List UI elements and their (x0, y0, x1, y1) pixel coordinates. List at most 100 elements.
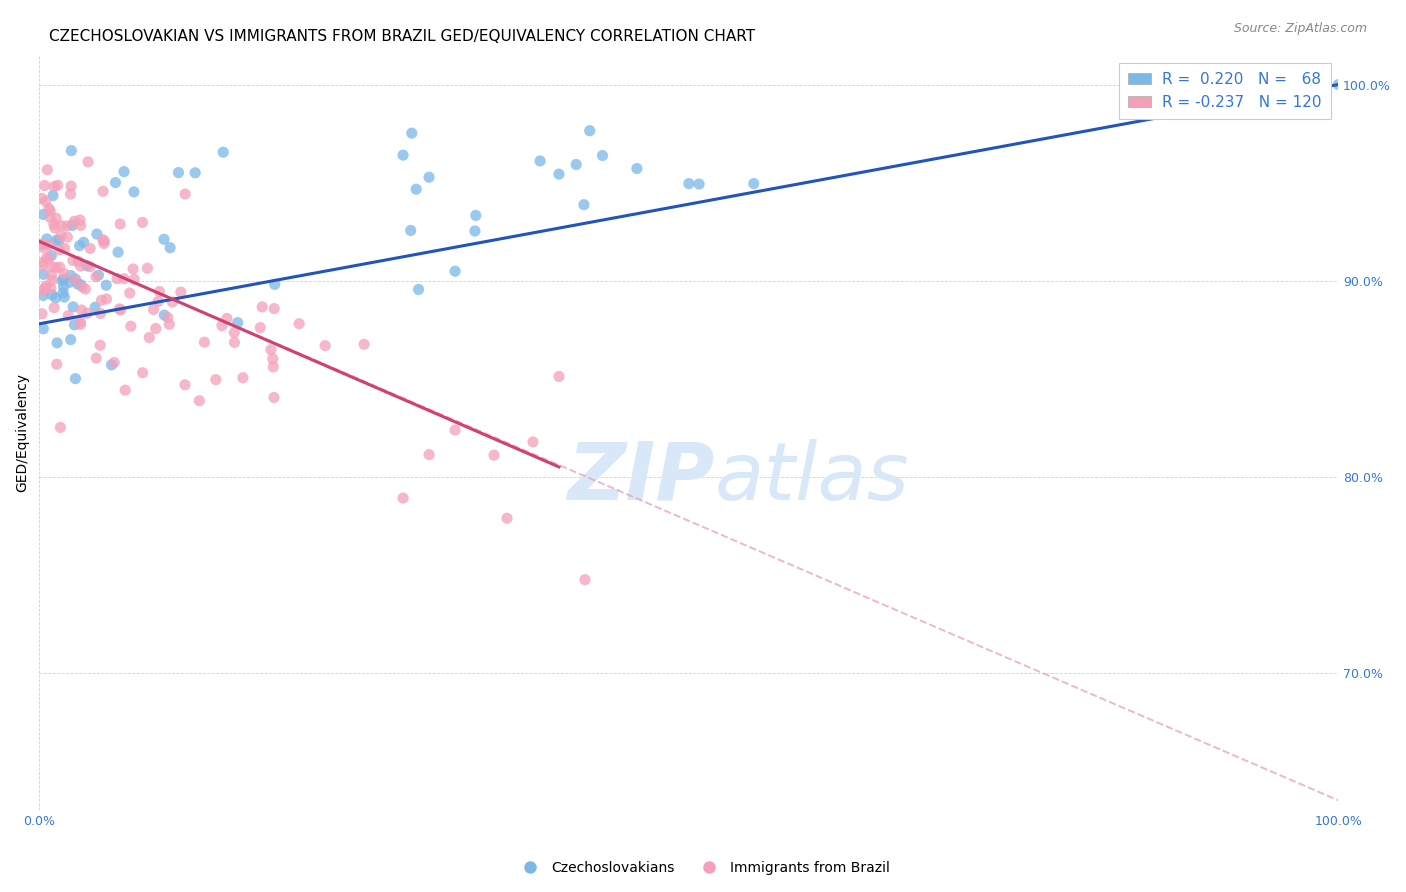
Point (112, 271, 135, 285)
Point (263, 301, 285, 316)
Point (122, 272, 145, 286)
Point (41, 260, 63, 274)
Point (96, 278, 118, 293)
Point (51, 274, 73, 288)
Point (464, 209, 486, 223)
Point (46, 178, 69, 193)
Point (167, 165, 190, 179)
Point (34, 281, 56, 295)
Point (224, 326, 246, 340)
Point (58, 276, 80, 290)
Point (32, 207, 55, 221)
Point (35, 251, 58, 265)
Point (38, 252, 60, 266)
Point (67, 254, 90, 268)
Point (70, 280, 93, 294)
Text: Source: ZipAtlas.com: Source: ZipAtlas.com (1233, 22, 1367, 36)
Point (392, 148, 415, 162)
Point (45, 233, 67, 247)
Point (65, 371, 87, 385)
Legend: R =  0.220   N =   68, R = -0.237   N = 120: R = 0.220 N = 68, R = -0.237 N = 120 (1119, 62, 1330, 119)
Point (678, 177, 700, 191)
Point (1327, 78, 1350, 92)
Point (482, 448, 505, 462)
Point (529, 153, 551, 168)
Point (742, 177, 765, 191)
Point (55, 219, 77, 233)
Point (31, 191, 53, 205)
Point (118, 286, 141, 301)
Point (37, 162, 59, 177)
Point (72, 235, 94, 250)
Point (174, 187, 197, 202)
Point (93, 234, 115, 248)
Point (193, 335, 215, 350)
Y-axis label: GED/Equivalency: GED/Equivalency (15, 373, 30, 492)
Point (75, 282, 97, 296)
Point (42, 217, 65, 231)
Point (39, 204, 62, 219)
Point (91, 184, 114, 198)
Point (136, 261, 159, 276)
Point (105, 271, 128, 285)
Point (548, 167, 571, 181)
Text: ZIP: ZIP (568, 439, 714, 516)
Point (51, 219, 73, 233)
Point (52, 272, 75, 286)
Point (32, 241, 55, 255)
Point (496, 511, 519, 525)
Point (626, 161, 648, 176)
Point (45, 357, 67, 371)
Point (418, 170, 440, 185)
Point (464, 224, 486, 238)
Point (60, 144, 83, 158)
Point (156, 310, 179, 325)
Point (76, 306, 98, 320)
Point (260, 343, 283, 357)
Point (63, 273, 86, 287)
Point (215, 311, 238, 326)
Point (263, 277, 285, 292)
Point (76, 259, 98, 273)
Point (48, 243, 70, 257)
Point (39, 211, 62, 225)
Point (48, 233, 70, 247)
Point (41, 268, 63, 283)
Point (226, 316, 249, 330)
Point (34, 194, 56, 209)
Point (184, 166, 207, 180)
Point (159, 241, 181, 255)
Point (418, 448, 440, 462)
Point (170, 285, 193, 299)
Point (79, 260, 101, 274)
Point (35, 232, 58, 246)
Point (53, 242, 76, 256)
Point (212, 145, 235, 160)
Point (688, 177, 710, 191)
Point (392, 491, 415, 505)
Point (39, 281, 62, 295)
Point (103, 355, 125, 369)
Point (399, 223, 422, 237)
Point (548, 369, 571, 384)
Point (224, 335, 246, 350)
Point (38, 238, 60, 252)
Point (146, 294, 169, 309)
Point (38, 202, 60, 216)
Point (31, 307, 53, 321)
Text: atlas: atlas (714, 439, 910, 516)
Point (46, 335, 69, 350)
Point (69, 315, 91, 329)
Point (145, 321, 167, 335)
Point (174, 377, 197, 392)
Point (63, 214, 86, 228)
Point (353, 337, 375, 351)
Point (262, 351, 284, 366)
Legend: Czechoslovakians, Immigrants from Brazil: Czechoslovakians, Immigrants from Brazil (510, 855, 896, 880)
Point (112, 164, 135, 178)
Point (59, 187, 82, 202)
Point (405, 182, 427, 196)
Point (31, 255, 53, 269)
Point (142, 302, 165, 317)
Point (211, 318, 233, 333)
